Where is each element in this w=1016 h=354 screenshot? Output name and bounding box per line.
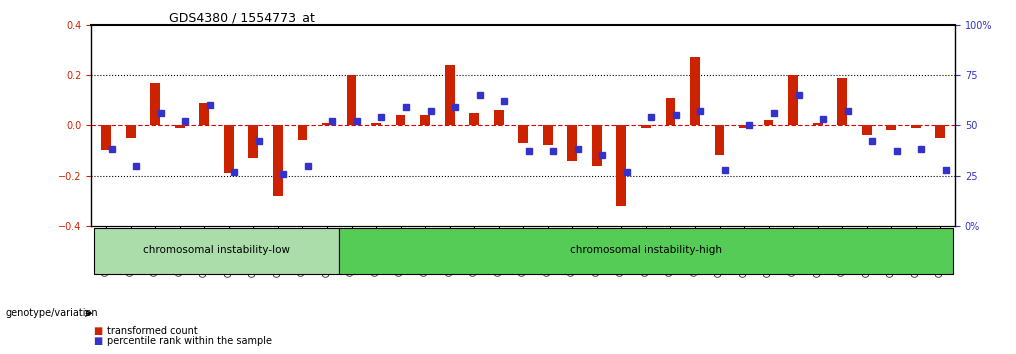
Text: ■: ■ [93,326,103,336]
Bar [911,125,920,128]
Bar [592,125,601,166]
Bar [714,125,724,155]
Bar [641,125,651,128]
Bar [199,103,209,125]
Text: transformed count: transformed count [107,326,197,336]
Bar [543,125,553,145]
Bar [690,57,700,125]
Bar [617,125,626,206]
Bar [494,110,504,125]
Bar [150,82,161,125]
Text: ■: ■ [93,336,103,346]
Bar [469,113,480,125]
Bar [445,65,454,125]
Bar [665,98,676,125]
Bar [346,75,357,125]
Bar [886,125,896,130]
Bar [764,120,773,125]
Bar [339,228,953,274]
Text: genotype/variation: genotype/variation [5,308,98,318]
Bar [126,125,135,138]
Text: chromosomal instability-high: chromosomal instability-high [570,245,722,255]
Text: chromosomal instability-low: chromosomal instability-low [143,245,290,255]
Bar [93,228,339,274]
Bar [421,115,430,125]
Bar [936,125,945,138]
Bar [518,125,528,143]
Bar [175,125,185,128]
Bar [739,125,749,128]
Bar [813,123,823,125]
Bar [567,125,577,160]
Bar [102,125,111,150]
Bar [862,125,872,135]
Bar [249,125,258,158]
Bar [837,78,847,125]
Bar [224,125,234,173]
Text: percentile rank within the sample: percentile rank within the sample [107,336,271,346]
Bar [788,75,798,125]
Text: GDS4380 / 1554773_at: GDS4380 / 1554773_at [169,11,315,24]
Bar [273,125,282,196]
Bar [298,125,307,141]
Bar [371,123,381,125]
Bar [322,123,332,125]
Bar [395,115,405,125]
